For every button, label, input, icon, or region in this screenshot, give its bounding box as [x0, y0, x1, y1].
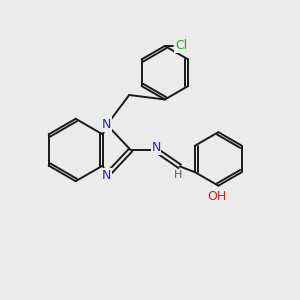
Text: OH: OH — [207, 190, 226, 203]
Text: N: N — [151, 141, 160, 154]
Text: Cl: Cl — [175, 40, 187, 52]
Text: N: N — [102, 169, 112, 182]
Text: N: N — [102, 118, 112, 131]
Text: H: H — [174, 170, 182, 180]
